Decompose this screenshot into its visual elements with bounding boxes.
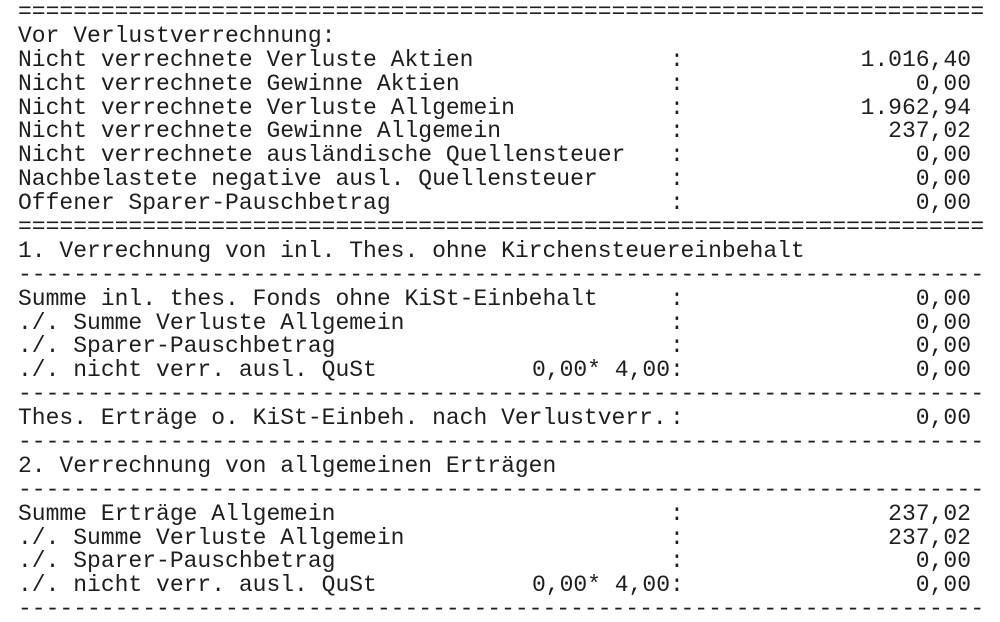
section-heading: Vor Verlustverrechnung: [18,22,988,49]
row-value: 0,00 [915,285,971,312]
row-colon: : [670,548,684,575]
statement-row: Summe Erträge Allgemein: 237,02 [18,500,988,527]
statement-row: Nicht verrechnete Gewinne Aktien: 0,00 [18,70,988,97]
row-label: ./. nicht verr. ausl. QuSt [18,572,377,599]
row-mid: 0,00* 4,00 [531,572,670,599]
statement-row: ./. Sparer-Pauschbetrag: 0,00 [18,550,988,574]
row-label: ./. Summe Verluste Allgemein [18,524,405,551]
row-colon: : [670,285,684,312]
row-mid: 0,00* 4,00 [531,357,670,384]
row-value: 0,00 [915,548,971,575]
single-separator: ----------------------------------------… [18,598,985,622]
row-label: Thes. Erträge o. KiSt-Einbeh. nach Verlu… [18,405,667,432]
row-label: ./. Summe Verluste Allgemein [18,309,405,336]
row-value: 0,00 [915,333,971,360]
row-value: 0,00 [915,309,971,336]
single-separator: ----------------------------------------… [18,263,985,288]
row-label: Nicht verrechnete Verluste Aktien [18,46,474,73]
section-heading: 2. Verrechnung von allgemeinen Erträgen [18,452,988,479]
row-colon: : [670,572,684,599]
row-value: 0,00 [915,405,971,432]
statement-row: Thes. Erträge o. KiSt-Einbeh. nach Verlu… [18,405,988,432]
statement-row: Nicht verrechnete Gewinne Allgemein: 237,… [18,120,988,144]
row-value: 237,02 [888,118,971,145]
row-value: 0,00 [915,572,971,599]
statement-row: ./. Summe Verluste Allgemein: 237,02 [18,524,988,551]
statement-row: ./. nicht verr. ausl. QuSt 0,00* 4,00: 0,0… [18,572,988,599]
double-separator: ========================================… [18,216,985,240]
row-colon: : [670,190,684,217]
row-colon: : [670,46,684,73]
row-colon: : [670,500,684,527]
row-colon: : [670,118,684,145]
row-value: 0,00 [915,166,971,193]
row-label: Nicht verrechnete Gewinne Aktien [18,70,460,97]
row-label: ./. Sparer-Pauschbetrag [18,548,336,575]
row-value: 0,00 [915,357,971,384]
statement-row: ./. nicht verr. ausl. QuSt 0,00* 4,00: 0,0… [18,357,988,384]
row-value: 0,00 [915,142,971,169]
double-separator: ========================================… [18,1,985,25]
statement-row: Summe inl. thes. Fonds ohne KiSt-Einbeha… [18,285,988,312]
row-label: Nicht verrechnete ausländische Quellenst… [18,142,626,169]
statement-row: ./. Summe Verluste Allgemein: 0,00 [18,309,988,336]
row-value: 237,02 [888,500,971,527]
row-label: ./. nicht verr. ausl. QuSt [18,357,377,384]
statement-row: Nicht verrechnete ausländische Quellenst… [18,142,988,169]
row-label: Nachbelastete negative ausl. Quellensteu… [18,166,598,193]
row-colon: : [670,524,684,551]
row-label: Nicht verrechnete Verluste Allgemein [18,94,515,121]
row-label: ./. Sparer-Pauschbetrag [18,333,336,360]
row-label: Nicht verrechnete Gewinne Allgemein [18,118,502,145]
row-value: 0,00 [915,190,971,217]
statement-row: Nicht verrechnete Verluste Allgemein: 1.9… [18,94,988,121]
statement-row: Offener Sparer-Pauschbetrag: 0,00 [18,190,988,217]
row-value: 237,02 [888,524,971,551]
row-value: 0,00 [915,70,971,97]
statement-row: Nachbelastete negative ausl. Quellensteu… [18,166,988,193]
row-colon: : [670,166,684,193]
row-colon: : [670,357,684,384]
row-colon: : [670,333,684,360]
row-label: 1. Verrechnung von inl. Thes. ohne Kirch… [18,237,805,264]
row-colon: : [670,142,684,169]
row-label: 2. Verrechnung von allgemeinen Erträgen [18,452,557,479]
row-value: 1.016,40 [860,46,971,73]
section-heading: 1. Verrechnung von inl. Thes. ohne Kirch… [18,237,988,264]
row-colon: : [670,405,684,432]
row-label: Offener Sparer-Pauschbetrag [18,190,391,217]
row-label: Summe Erträge Allgemein [18,500,336,527]
statement-row: Nicht verrechnete Verluste Aktien: 1.016,… [18,46,988,73]
single-separator: ----------------------------------------… [18,431,985,455]
row-colon: : [670,70,684,97]
row-colon: : [670,94,684,121]
statement-row: ./. Sparer-Pauschbetrag: 0,00 [18,335,988,359]
single-separator: ----------------------------------------… [18,478,985,503]
row-value: 1.962,94 [860,94,971,121]
single-separator: ----------------------------------------… [18,383,985,408]
row-colon: : [670,309,684,336]
row-label: Vor Verlustverrechnung: [18,22,336,49]
row-label: Summe inl. thes. Fonds ohne KiSt-Einbeha… [18,285,598,312]
loss-offset-statement: ========================================… [18,1,988,622]
